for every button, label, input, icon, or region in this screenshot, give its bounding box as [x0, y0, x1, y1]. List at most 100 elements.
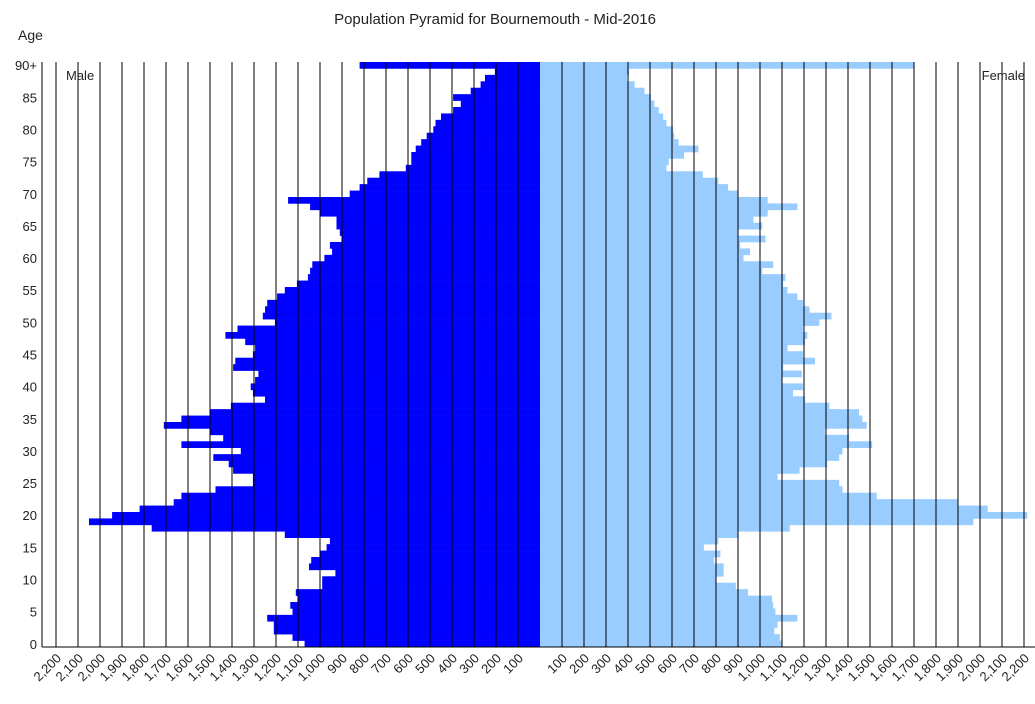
bar [326, 544, 540, 551]
x-tick-label: 800 [346, 651, 372, 677]
bar [540, 492, 877, 500]
bar [415, 145, 540, 153]
bar [342, 235, 540, 243]
bar [322, 576, 540, 584]
x-tick-label: 200 [566, 651, 592, 677]
bar [312, 261, 540, 269]
bar [540, 132, 675, 140]
bar [151, 524, 540, 532]
bar [336, 216, 540, 224]
bar [540, 460, 828, 468]
x-tick-label: 400 [434, 651, 460, 677]
x-tick-label: 300 [456, 651, 482, 677]
bar [460, 100, 540, 108]
bar [411, 152, 540, 159]
bar [540, 248, 751, 256]
bar [540, 563, 724, 571]
bar [252, 479, 540, 487]
bar [540, 344, 788, 352]
bar [441, 113, 540, 121]
bar [540, 640, 782, 648]
bar [540, 602, 774, 609]
bar [540, 377, 782, 384]
y-tick-label: 50 [23, 315, 37, 330]
bar [540, 299, 803, 307]
bar [250, 383, 540, 391]
chart-title: Population Pyramid for Bournemouth - Mid… [334, 11, 656, 28]
bar [540, 364, 784, 371]
bar [540, 113, 664, 121]
x-tick-label: 200 [478, 651, 504, 677]
bar [405, 164, 540, 172]
bar [540, 203, 798, 211]
y-tick-label: 85 [23, 90, 37, 105]
bar [233, 467, 540, 474]
bar [359, 62, 540, 69]
bar [540, 582, 736, 590]
bar [181, 492, 540, 500]
bar [540, 383, 803, 391]
bar [540, 512, 1028, 519]
bar [540, 422, 867, 429]
y-tick-label: 15 [23, 540, 37, 555]
bar [453, 94, 540, 101]
bar [540, 402, 830, 410]
y-tick-label: 65 [23, 219, 37, 234]
bar [540, 261, 774, 269]
bar [359, 184, 540, 191]
x-tick-label: 100 [544, 651, 570, 677]
bar [292, 634, 540, 641]
bar [540, 614, 798, 622]
bar [540, 434, 850, 442]
series-label: Male [66, 68, 94, 83]
x-tick-label: 400 [610, 651, 636, 677]
x-tick-label: 100 [500, 651, 526, 677]
bar [470, 87, 540, 95]
bar [332, 248, 540, 256]
bar [284, 287, 540, 294]
series-label: Female [982, 68, 1025, 83]
bar [540, 332, 808, 339]
bar [252, 389, 540, 397]
bar [540, 537, 719, 545]
bar [540, 100, 655, 108]
bar [540, 428, 825, 436]
bar [540, 357, 815, 365]
bar [540, 338, 806, 346]
bar [223, 434, 540, 442]
bar [540, 62, 914, 69]
x-tick-label: 800 [698, 651, 724, 677]
bar [540, 216, 754, 224]
x-tick-label: 600 [654, 651, 680, 677]
bar [292, 608, 540, 616]
bar [307, 274, 540, 281]
bar [435, 119, 540, 127]
bar [225, 332, 540, 339]
y-tick-label: 75 [23, 155, 37, 170]
bar [540, 94, 652, 101]
bar [540, 325, 803, 333]
bar [540, 415, 863, 423]
bar [210, 409, 540, 416]
y-tick-label: 40 [23, 380, 37, 395]
bar [485, 74, 540, 82]
y-tick-label: 25 [23, 476, 37, 491]
x-tick-label: 600 [390, 651, 416, 677]
bar [213, 454, 541, 461]
bar [329, 242, 540, 249]
bar [540, 287, 788, 294]
y-tick-label: 20 [23, 508, 37, 523]
bar [540, 634, 780, 641]
bar [540, 409, 859, 416]
bar [540, 171, 703, 179]
bar [540, 473, 778, 481]
bar [262, 312, 540, 320]
bar [540, 499, 958, 506]
bar [540, 139, 679, 146]
bar [252, 473, 540, 481]
bar [540, 589, 748, 596]
x-tick-label: 500 [632, 651, 658, 677]
bar [265, 306, 540, 314]
bar [379, 171, 540, 179]
x-tick-label: 700 [676, 651, 702, 677]
